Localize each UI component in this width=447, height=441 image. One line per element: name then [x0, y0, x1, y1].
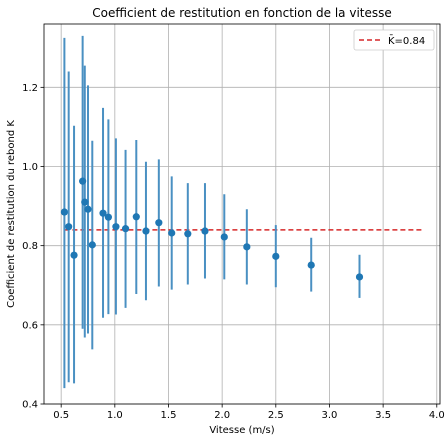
x-tick-label: 1.5	[161, 410, 177, 421]
data-point	[99, 209, 107, 217]
data-point	[104, 213, 112, 221]
data-point	[355, 273, 364, 281]
data-point	[81, 198, 89, 206]
errorbar-layer	[63, 35, 361, 389]
x-tick-label: 4.0	[429, 410, 445, 421]
data-point	[60, 208, 68, 216]
y-tick-label: 0.4	[22, 400, 38, 411]
legend: K̄=0.84	[353, 29, 435, 51]
y-tick-label: 0.8	[22, 241, 38, 252]
data-point	[243, 243, 251, 251]
x-tick-label: 2.5	[268, 410, 284, 421]
data-point	[155, 219, 163, 227]
data-point	[220, 233, 228, 241]
data-point	[112, 223, 120, 231]
x-tick-label: 3.5	[375, 410, 391, 421]
data-point	[307, 261, 315, 269]
data-point	[79, 177, 87, 185]
x-tick-label: 2.0	[214, 410, 230, 421]
data-point	[70, 251, 78, 259]
data-point	[184, 230, 192, 238]
y-axis-label: Coefficient de restitution du rebond K	[6, 120, 17, 308]
data-point	[168, 229, 176, 237]
x-tick-label: 0.5	[53, 410, 69, 421]
plot-frame	[43, 23, 441, 405]
legend-label-mean: K̄=0.84	[388, 34, 425, 47]
data-point	[132, 213, 140, 221]
y-tick-label: 1.2	[22, 83, 38, 94]
x-tick-label: 1.0	[107, 410, 123, 421]
x-axis-ticks: 0.5 1.0 1.5 2.0 2.5 3.0 3.5 4.0	[53, 404, 445, 421]
data-point	[142, 227, 150, 235]
data-point	[121, 225, 130, 233]
x-axis-label: Vitesse (m/s)	[209, 425, 274, 436]
data-point	[65, 223, 73, 231]
grid	[44, 24, 440, 405]
y-tick-label: 1.0	[22, 162, 38, 173]
data-point	[201, 227, 209, 235]
data-point	[272, 252, 280, 260]
legend-box	[353, 29, 435, 51]
x-tick-label: 3.0	[322, 410, 338, 421]
y-axis-ticks: 0.4 0.6 0.8 1.0 1.2	[22, 83, 44, 411]
data-point	[84, 205, 92, 213]
data-point	[88, 241, 96, 249]
y-tick-label: 0.6	[22, 320, 38, 331]
points-layer	[60, 177, 364, 281]
chart-title: Coefficient de restitution en fonction d…	[92, 6, 392, 20]
